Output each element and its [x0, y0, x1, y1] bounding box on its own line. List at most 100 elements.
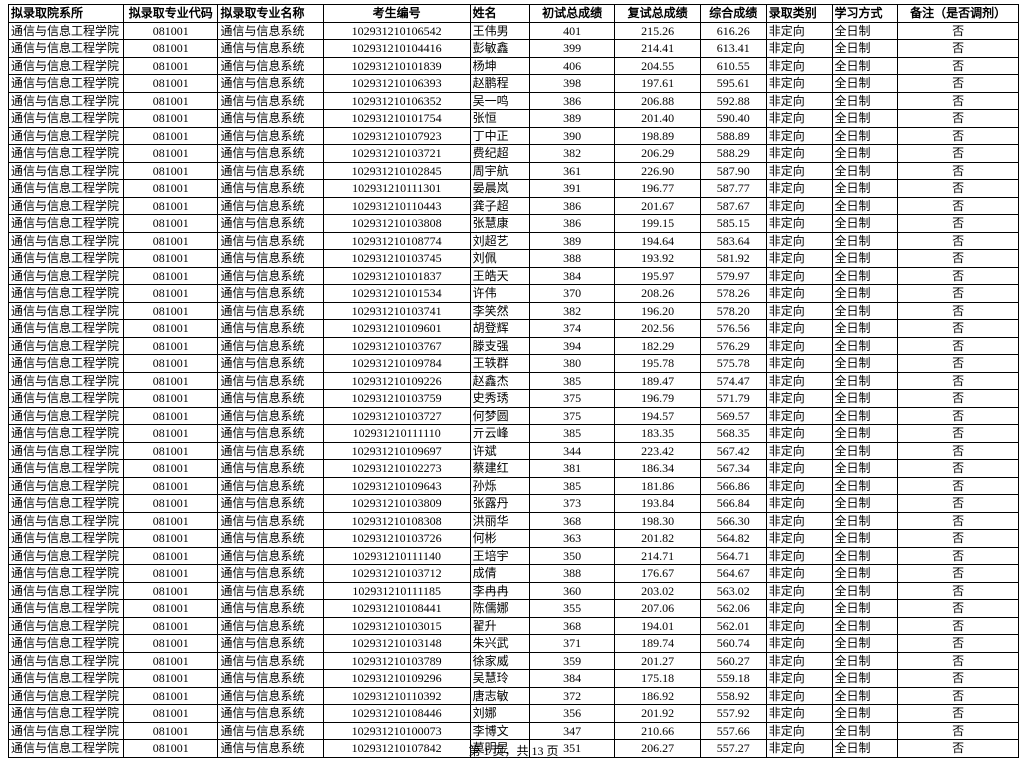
table-cell: 通信与信息工程学院 [9, 530, 124, 548]
table-head: 拟录取院系所拟录取专业代码拟录取专业名称考生编号姓名初试总成绩复试总成绩综合成绩… [9, 5, 1019, 23]
table-row: 通信与信息工程学院081001通信与信息系统102931210108441陈儒娜… [9, 600, 1019, 618]
table-cell: 081001 [124, 635, 218, 653]
table-cell: 周宇航 [470, 162, 529, 180]
table-row: 通信与信息工程学院081001通信与信息系统102931210109601胡登辉… [9, 320, 1019, 338]
table-cell: 通信与信息系统 [218, 390, 323, 408]
table-cell: 通信与信息系统 [218, 495, 323, 513]
table-cell: 通信与信息工程学院 [9, 162, 124, 180]
table-row: 通信与信息工程学院081001通信与信息系统102931210103727何梦圆… [9, 407, 1019, 425]
table-cell: 全日制 [832, 495, 898, 513]
table-cell: 204.55 [615, 57, 701, 75]
table-cell: 193.84 [615, 495, 701, 513]
table-cell: 102931210103809 [323, 495, 470, 513]
table-cell: 102931210103721 [323, 145, 470, 163]
table-cell: 102931210102273 [323, 460, 470, 478]
table-cell: 否 [898, 250, 1019, 268]
table-cell: 陈儒娜 [470, 600, 529, 618]
table-cell: 否 [898, 40, 1019, 58]
table-row: 通信与信息工程学院081001通信与信息系统102931210101839杨坤4… [9, 57, 1019, 75]
table-cell: 344 [529, 442, 615, 460]
table-cell: 李笑然 [470, 302, 529, 320]
table-cell: 388 [529, 565, 615, 583]
table-cell: 081001 [124, 145, 218, 163]
table-row: 通信与信息工程学院081001通信与信息系统102931210102273蔡建红… [9, 460, 1019, 478]
table-cell: 557.92 [700, 705, 766, 723]
table-cell: 通信与信息系统 [218, 180, 323, 198]
column-header: 学习方式 [832, 5, 898, 23]
table-cell: 564.67 [700, 565, 766, 583]
table-cell: 否 [898, 687, 1019, 705]
table-cell: 386 [529, 197, 615, 215]
table-cell: 通信与信息系统 [218, 442, 323, 460]
table-cell: 372 [529, 687, 615, 705]
table-cell: 全日制 [832, 162, 898, 180]
table-cell: 全日制 [832, 425, 898, 443]
table-cell: 386 [529, 215, 615, 233]
table-row: 通信与信息工程学院081001通信与信息系统102931210110443龚子超… [9, 197, 1019, 215]
table-row: 通信与信息工程学院081001通信与信息系统102931210103726何彬3… [9, 530, 1019, 548]
table-cell: 张露丹 [470, 495, 529, 513]
table-body: 通信与信息工程学院081001通信与信息系统102931210106542王伟男… [9, 22, 1019, 757]
table-cell: 通信与信息工程学院 [9, 337, 124, 355]
table-cell: 183.35 [615, 425, 701, 443]
table-cell: 562.06 [700, 600, 766, 618]
table-cell: 564.71 [700, 547, 766, 565]
table-cell: 208.26 [615, 285, 701, 303]
table-row: 通信与信息工程学院081001通信与信息系统102931210103789徐家威… [9, 652, 1019, 670]
table-cell: 583.64 [700, 232, 766, 250]
table-cell: 102931210103727 [323, 407, 470, 425]
table-cell: 587.67 [700, 197, 766, 215]
table-cell: 通信与信息系统 [218, 477, 323, 495]
table-cell: 102931210103726 [323, 530, 470, 548]
table-cell: 102931210102845 [323, 162, 470, 180]
table-cell: 王皓天 [470, 267, 529, 285]
table-cell: 全日制 [832, 302, 898, 320]
table-row: 通信与信息工程学院081001通信与信息系统102931210106393赵鹏程… [9, 75, 1019, 93]
table-cell: 全日制 [832, 372, 898, 390]
table-cell: 通信与信息系统 [218, 617, 323, 635]
column-header: 拟录取专业代码 [124, 5, 218, 23]
table-row: 通信与信息工程学院081001通信与信息系统102931210103767滕支强… [9, 337, 1019, 355]
table-row: 通信与信息工程学院081001通信与信息系统102931210102845周宇航… [9, 162, 1019, 180]
table-cell: 全日制 [832, 582, 898, 600]
table-cell: 102931210109226 [323, 372, 470, 390]
table-cell: 616.26 [700, 22, 766, 40]
table-cell: 588.89 [700, 127, 766, 145]
table-cell: 通信与信息系统 [218, 635, 323, 653]
table-cell: 全日制 [832, 407, 898, 425]
table-row: 通信与信息工程学院081001通信与信息系统102931210108446刘娜3… [9, 705, 1019, 723]
table-cell: 401 [529, 22, 615, 40]
table-cell: 通信与信息系统 [218, 302, 323, 320]
table-cell: 588.29 [700, 145, 766, 163]
admissions-table: 拟录取院系所拟录取专业代码拟录取专业名称考生编号姓名初试总成绩复试总成绩综合成绩… [8, 4, 1019, 758]
table-cell: 通信与信息工程学院 [9, 40, 124, 58]
table-cell: 384 [529, 670, 615, 688]
table-cell: 399 [529, 40, 615, 58]
header-row: 拟录取院系所拟录取专业代码拟录取专业名称考生编号姓名初试总成绩复试总成绩综合成绩… [9, 5, 1019, 23]
table-cell: 全日制 [832, 512, 898, 530]
table-cell: 非定向 [766, 407, 832, 425]
column-header: 录取类别 [766, 5, 832, 23]
table-cell: 非定向 [766, 285, 832, 303]
table-cell: 590.40 [700, 110, 766, 128]
table-cell: 226.90 [615, 162, 701, 180]
table-cell: 081001 [124, 582, 218, 600]
table-cell: 102931210103741 [323, 302, 470, 320]
table-cell: 201.82 [615, 530, 701, 548]
table-cell: 刘超艺 [470, 232, 529, 250]
table-cell: 102931210101534 [323, 285, 470, 303]
table-cell: 182.29 [615, 337, 701, 355]
table-cell: 通信与信息工程学院 [9, 22, 124, 40]
table-row: 通信与信息工程学院081001通信与信息系统102931210109643孙烁3… [9, 477, 1019, 495]
table-cell: 何梦圆 [470, 407, 529, 425]
table-cell: 371 [529, 635, 615, 653]
table-row: 通信与信息工程学院081001通信与信息系统102931210103809张露丹… [9, 495, 1019, 513]
table-cell: 081001 [124, 372, 218, 390]
table-cell: 史秀琇 [470, 390, 529, 408]
table-cell: 全日制 [832, 460, 898, 478]
table-cell: 通信与信息系统 [218, 722, 323, 740]
table-cell: 洪丽华 [470, 512, 529, 530]
table-cell: 102931210111110 [323, 425, 470, 443]
table-cell: 081001 [124, 705, 218, 723]
table-cell: 否 [898, 565, 1019, 583]
